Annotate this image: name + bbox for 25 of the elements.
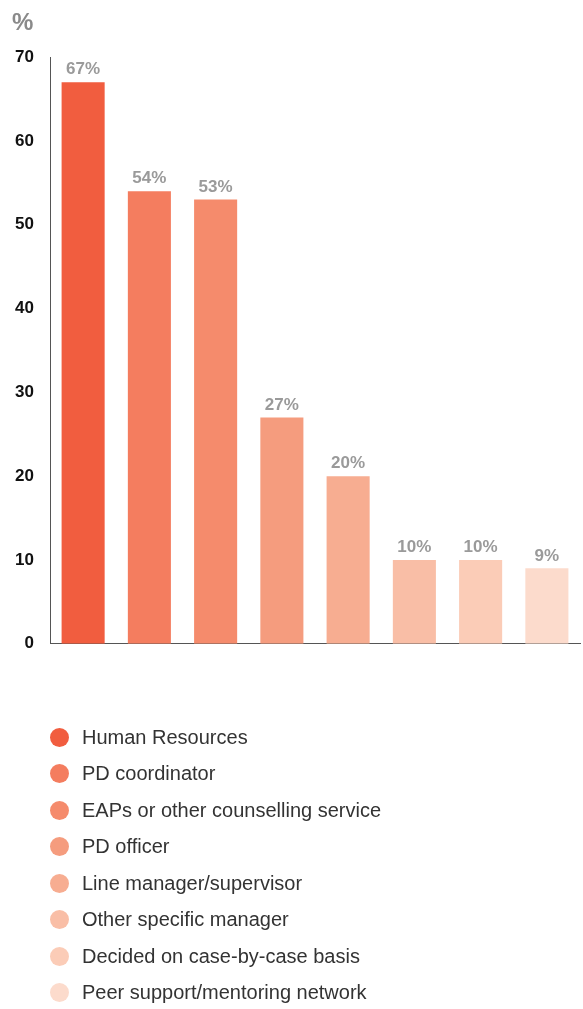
y-tick-label: 20 bbox=[15, 465, 34, 485]
y-tick-label: 50 bbox=[15, 214, 34, 234]
data-label: 10% bbox=[397, 537, 432, 557]
y-tick-label: 60 bbox=[15, 130, 34, 150]
data-label: 9% bbox=[534, 545, 560, 565]
legend-label: Decided on case-by-case basis bbox=[82, 944, 360, 968]
y-tick-label: 10 bbox=[15, 549, 34, 569]
data-label: 67% bbox=[66, 59, 101, 79]
data-label: 10% bbox=[463, 537, 498, 557]
y-tick-label: 40 bbox=[15, 298, 34, 318]
data-label: 54% bbox=[132, 168, 167, 188]
y-tick-label: 70 bbox=[15, 46, 34, 66]
legend-label: EAPs or other counselling service bbox=[82, 798, 382, 822]
legend-label: PD officer bbox=[82, 835, 170, 859]
y-tick-label: 0 bbox=[24, 633, 34, 653]
y-axis-title: % bbox=[12, 8, 34, 36]
legend-label: PD coordinator bbox=[82, 762, 216, 786]
legend-label: Human Resources bbox=[82, 725, 248, 749]
legend-label: Other specific manager bbox=[82, 908, 289, 932]
legend-label: Line manager/supervisor bbox=[82, 871, 303, 895]
data-label: 27% bbox=[264, 394, 299, 414]
legend-label: Peer support/mentoring network bbox=[82, 981, 367, 1005]
data-label: 20% bbox=[331, 453, 366, 473]
y-tick-label: 30 bbox=[15, 382, 34, 401]
data-label: 53% bbox=[198, 176, 233, 196]
